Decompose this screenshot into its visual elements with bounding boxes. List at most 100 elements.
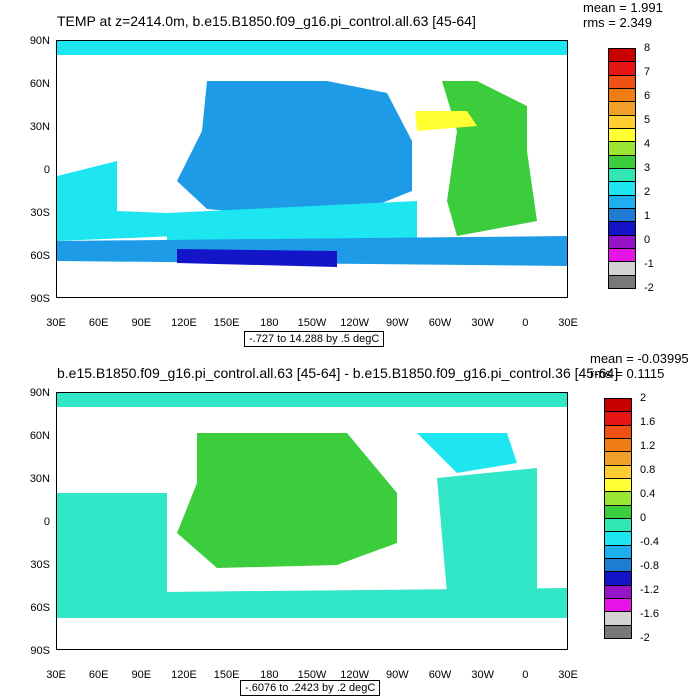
colorbar-swatch [604, 438, 632, 453]
lat-tick-label: 60S [30, 250, 50, 262]
north-atlantic-region [417, 433, 517, 473]
atlantic-ocean-region [442, 81, 537, 236]
arctic-ocean-region [57, 393, 567, 407]
map-title: TEMP at z=2414.0m, b.e15.B1850.f09_g16.p… [57, 13, 476, 29]
colorbar-tick-label: 0 [640, 512, 647, 524]
lon-tick-label: 120E [171, 317, 197, 329]
lon-tick-label: 90W [386, 317, 409, 329]
map-plot-area [56, 40, 568, 298]
lat-tick-label: 90N [29, 387, 50, 399]
pacific-ocean-region [177, 433, 397, 568]
colorbar-swatch [608, 194, 636, 209]
colorbar-swatch [608, 261, 636, 276]
lon-tick-label: 180 [260, 317, 279, 329]
lon-tick-label: 150E [213, 669, 240, 681]
north-atlantic-warm-region [415, 111, 477, 131]
lon-tick-label: 60W [428, 669, 452, 681]
colorbar-swatch [604, 584, 632, 599]
colorbar-swatch [604, 464, 632, 479]
lon-tick-label: 150E [213, 317, 240, 329]
colorbar-tick-label: -0.4 [640, 536, 659, 548]
colorbar-swatch [604, 398, 632, 413]
colorbar-tick-label: -1.6 [640, 608, 659, 620]
antarctic-deep-region [177, 249, 337, 267]
colorbar-tick-label: 7 [644, 66, 651, 78]
colorbar-swatch [608, 74, 636, 89]
colorbar-swatch [608, 248, 636, 263]
colorbar-swatch [604, 531, 632, 546]
colorbar-tick-label: 2 [644, 186, 651, 198]
colorbar-swatch [604, 491, 632, 506]
lon-tick-label: 0 [522, 317, 529, 329]
indian-ocean-region [57, 493, 167, 598]
lat-tick-label: 30S [30, 559, 50, 571]
rms-label: rms = 2.349 [583, 15, 653, 30]
lat-tick-label: 0 [43, 164, 50, 176]
colorbar-swatch [604, 611, 632, 626]
colorbar: 8 7 6 5 4 3 2 1 0 -1 -2 [608, 42, 668, 294]
colorbar-tick-label: -1 [644, 258, 654, 270]
lon-tick-label: 30E [46, 317, 66, 329]
colorbar-swatch [608, 114, 636, 129]
colorbar-tick-label: -0.8 [640, 560, 659, 572]
pacific-ocean-region [177, 81, 412, 216]
lon-tick-label: 120W [340, 317, 370, 329]
colorbar-swatch [608, 128, 636, 143]
lat-tick-label: 30S [30, 207, 50, 219]
colorbar: 2 1.6 1.2 0.8 0.4 0 -0.4 -0.8 -1.2 -1.6 -2 [604, 392, 664, 644]
map-field [57, 41, 567, 297]
map-field [57, 393, 567, 649]
colorbar-tick-label: 0.8 [640, 464, 656, 476]
colorbar-swatch [604, 451, 632, 466]
colorbar-tick-label: 3 [644, 162, 651, 174]
colorbar-swatch [604, 598, 632, 613]
colorbar-tick-label: 1.6 [640, 416, 656, 428]
colorbar-swatch [608, 274, 636, 289]
colorbar-swatch [608, 61, 636, 76]
lat-tick-label: 60S [30, 602, 50, 614]
lon-tick-label: 30E [46, 669, 66, 681]
colorbar-tick-label: -2 [644, 282, 654, 294]
colorbar-swatch [604, 558, 632, 573]
colorbar-swatch [608, 141, 636, 156]
arctic-ocean-region [57, 41, 567, 55]
lon-tick-label: 60W [428, 317, 452, 329]
lon-tick-label: 30E [558, 317, 578, 329]
colorbar-tick-label: 0.4 [640, 488, 656, 500]
lon-tick-label: 30W [471, 317, 494, 329]
colorbar-tick-label: -1.2 [640, 584, 659, 596]
colorbar-swatch [604, 478, 632, 493]
contour-range-label: -.727 to 14.288 by .5 degC [244, 331, 385, 347]
lon-tick-label: 90E [131, 669, 152, 681]
colorbar-swatch [604, 424, 632, 439]
lat-tick-label: 90N [29, 35, 50, 47]
colorbar-tick-label: 6 [644, 90, 651, 102]
south-pacific-region [167, 201, 417, 246]
lon-tick-label: 30W [471, 669, 494, 681]
mean-label: mean = -0.03995 [590, 351, 689, 366]
lon-tick-label: 0 [522, 669, 529, 681]
contour-range-label: -.6076 to .2423 by .2 degC [240, 680, 381, 696]
colorbar-swatch [608, 154, 636, 169]
colorbar-swatch [608, 234, 636, 249]
colorbar-swatch [604, 411, 632, 426]
lon-tick-label: 30E [558, 669, 578, 681]
colorbar-swatch [608, 88, 636, 103]
colorbar-tick-label: -2 [640, 632, 650, 644]
colorbar-swatch [608, 181, 636, 196]
lon-tick-label: 60E [88, 669, 109, 681]
lon-tick-label: 150W [297, 317, 327, 329]
colorbar-swatch [604, 504, 632, 519]
colorbar-swatch [604, 571, 632, 586]
lon-tick-label: 90W [386, 669, 409, 681]
colorbar-tick-label: 0 [644, 234, 651, 246]
colorbar-tick-label: 1 [644, 210, 651, 222]
lon-tick-label: 120W [340, 669, 370, 681]
lat-tick-label: 60N [29, 430, 50, 442]
colorbar-swatch [604, 544, 632, 559]
rms-label: rms = 0.1115 [590, 366, 665, 381]
map-title: b.e15.B1850.f09_g16.pi_control.all.63 [4… [57, 365, 619, 381]
lat-tick-label: 90S [30, 293, 50, 305]
lon-tick-label: 120E [171, 669, 197, 681]
lat-tick-label: 30N [29, 121, 50, 133]
